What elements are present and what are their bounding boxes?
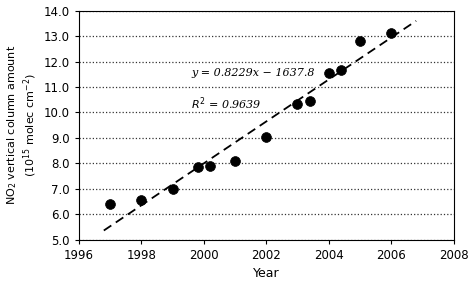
Y-axis label: NO$_2$ vertical column amount
(10$^{15}$ molec cm$^{-2}$): NO$_2$ vertical column amount (10$^{15}$…: [6, 45, 39, 205]
Point: [356, 39, 364, 43]
Point: [387, 31, 395, 36]
Point: [337, 68, 345, 73]
Text: $R^2$ = 0.9639: $R^2$ = 0.9639: [191, 96, 262, 112]
Point: [194, 165, 201, 170]
Point: [106, 202, 114, 206]
Text: y = 0.8229x − 1637.8: y = 0.8229x − 1637.8: [191, 68, 315, 78]
Point: [231, 159, 239, 163]
Point: [294, 101, 301, 106]
Point: [325, 71, 332, 75]
Point: [306, 99, 314, 103]
Point: [137, 198, 145, 203]
Point: [169, 187, 176, 191]
Point: [206, 164, 214, 168]
Point: [263, 134, 270, 139]
X-axis label: Year: Year: [253, 267, 280, 281]
